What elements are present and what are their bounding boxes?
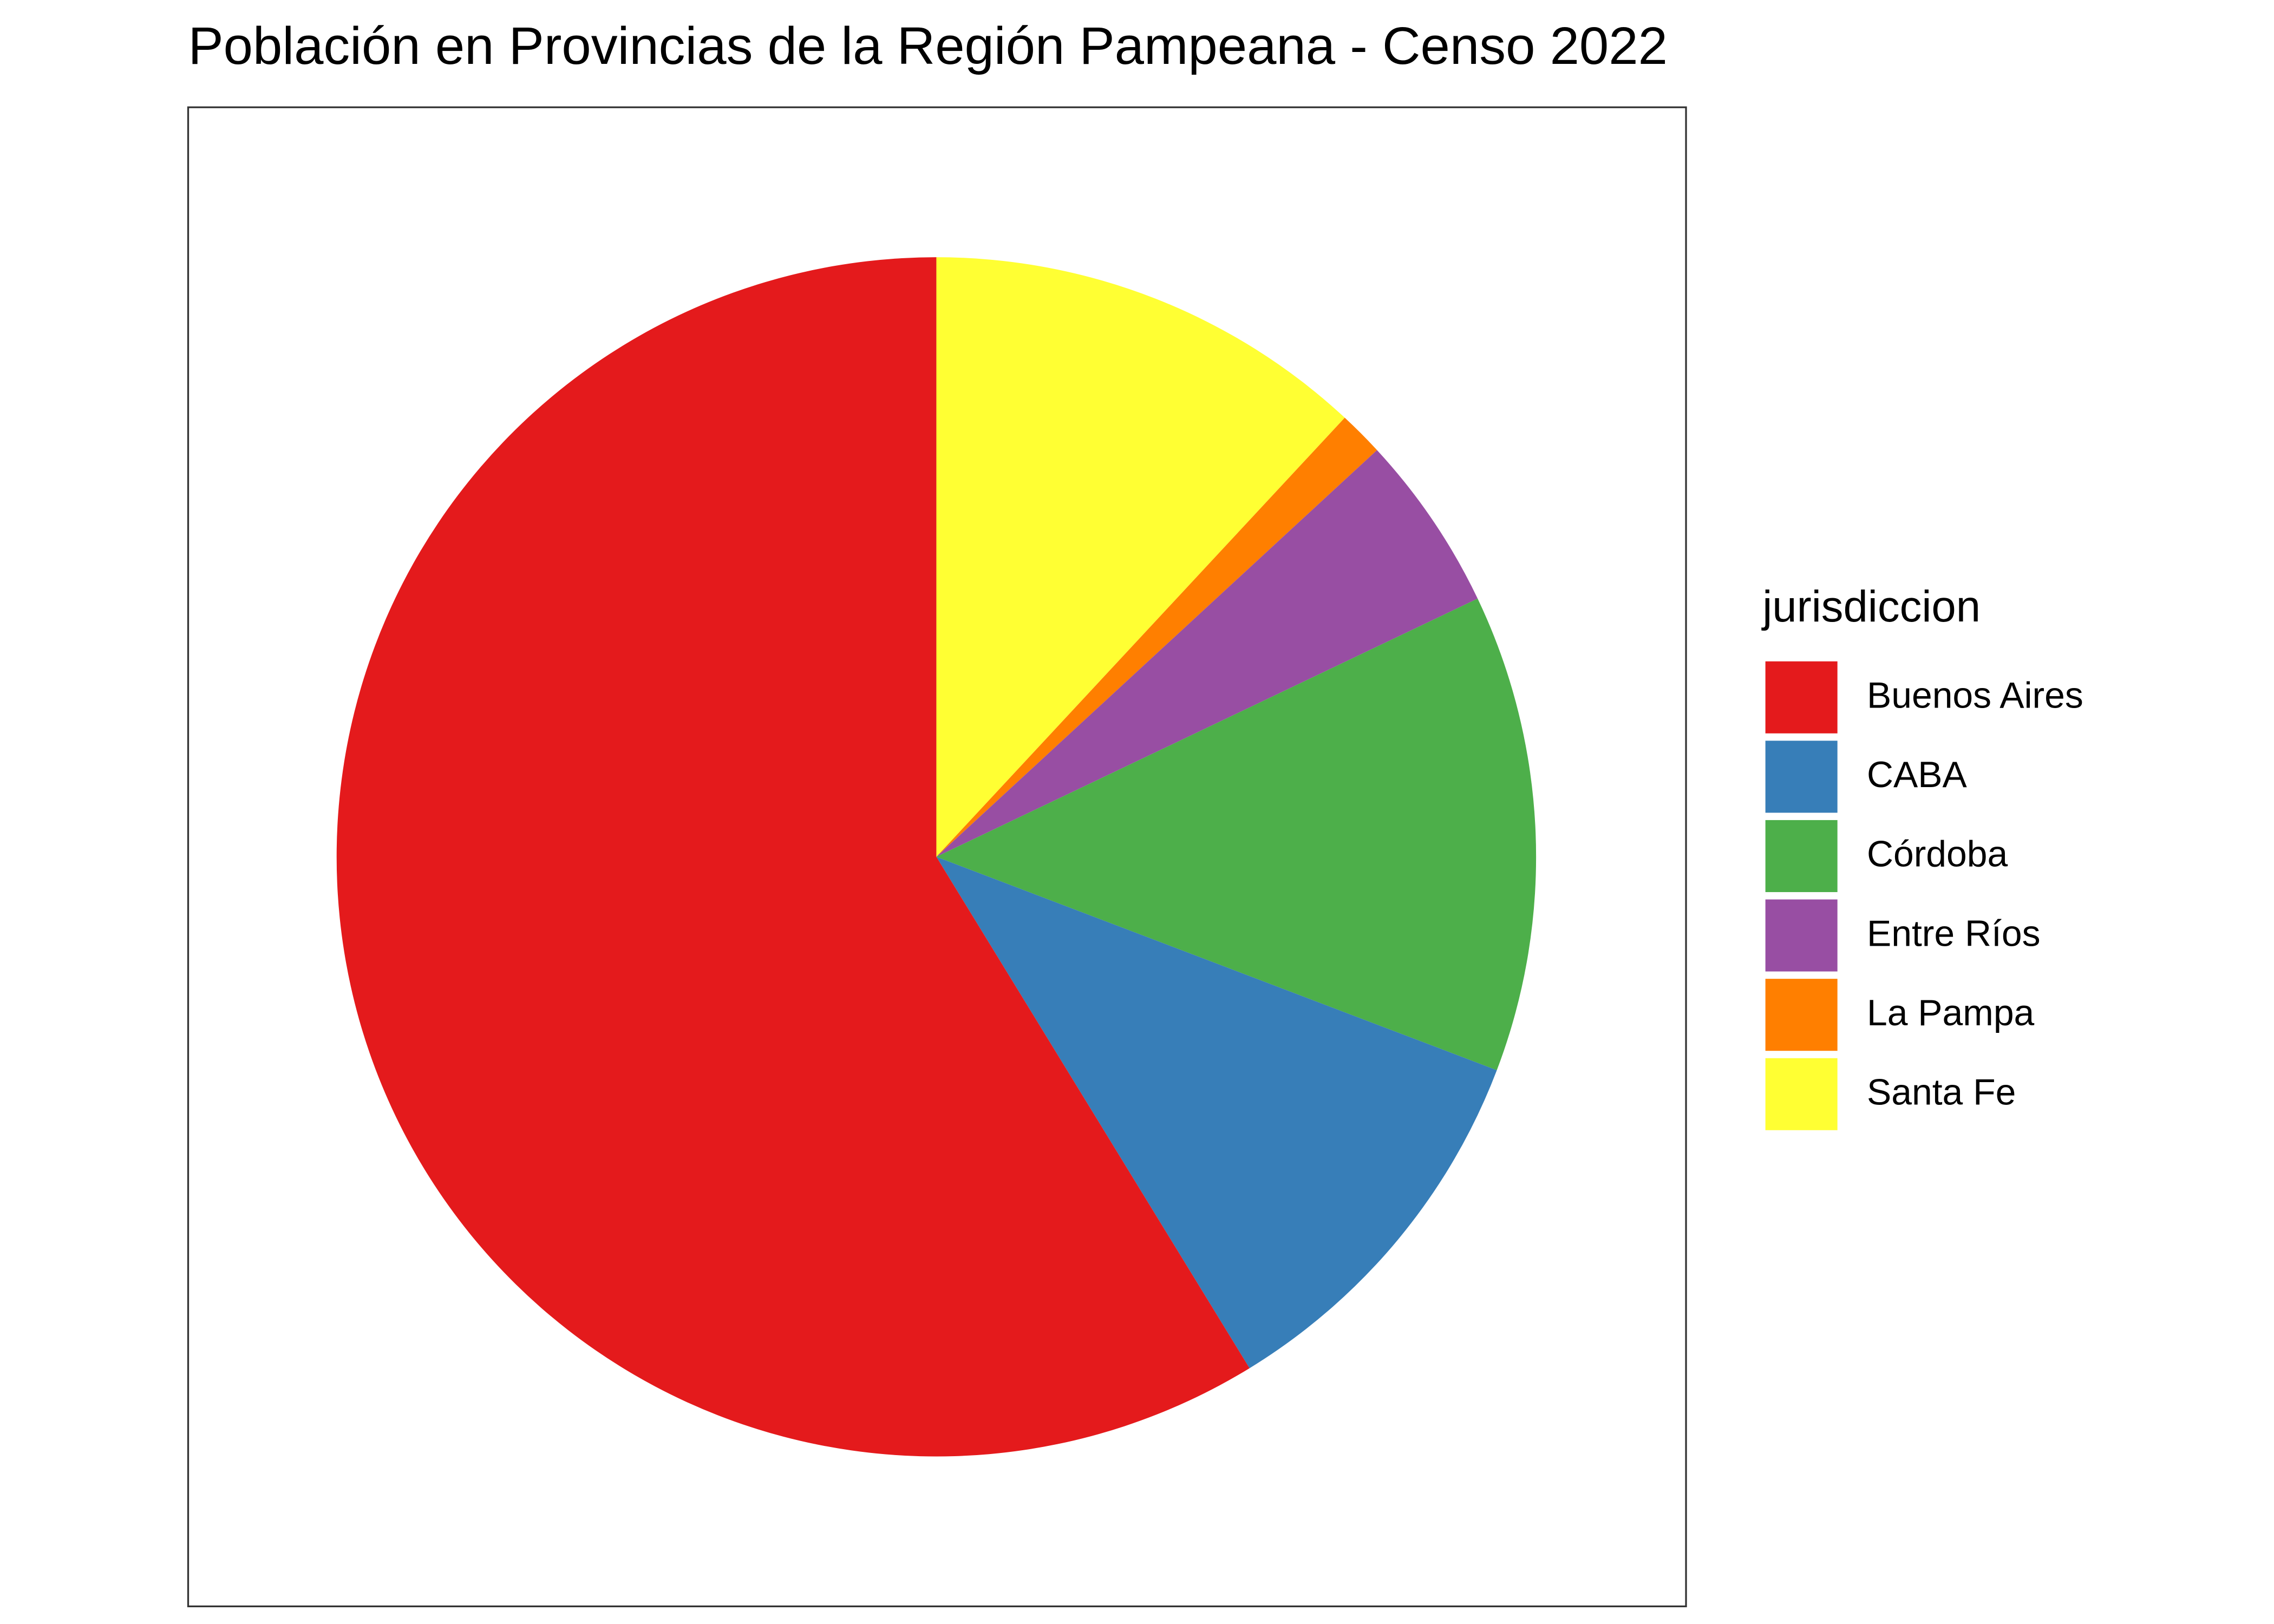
legend-label: Córdoba (1867, 834, 2008, 875)
pie-slice (336, 257, 1250, 1457)
legend-label: La Pampa (1867, 993, 2035, 1033)
pie-slice (936, 450, 1478, 857)
legend-key (1765, 1058, 1838, 1130)
legend-key (1765, 741, 1838, 813)
chart-title: Población en Provincias de la Región Pam… (188, 16, 1668, 75)
legend-title: jurisdiccion (1761, 582, 1981, 631)
pie-slice (936, 257, 1345, 857)
legend-key (1765, 661, 1838, 734)
legend-key (1765, 899, 1838, 972)
legend-key (1765, 820, 1838, 892)
legend-key (1765, 979, 1838, 1051)
legend-label: Entre Ríos (1867, 913, 2041, 954)
pie-slice (936, 598, 1537, 1070)
legend-label: CABA (1867, 755, 1968, 795)
legend-label: Santa Fe (1867, 1072, 2016, 1113)
panel-border (187, 106, 1687, 1608)
pie-slice (936, 856, 1497, 1368)
pie-slice (936, 417, 1377, 857)
legend-label: Buenos Aires (1867, 676, 2083, 716)
